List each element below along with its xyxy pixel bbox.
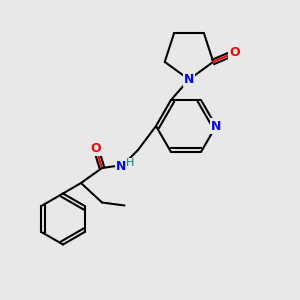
Text: N: N	[116, 160, 127, 173]
Text: H: H	[126, 158, 135, 169]
Text: O: O	[229, 46, 240, 59]
Text: N: N	[211, 119, 221, 133]
Text: N: N	[184, 73, 194, 86]
Text: O: O	[91, 142, 101, 155]
